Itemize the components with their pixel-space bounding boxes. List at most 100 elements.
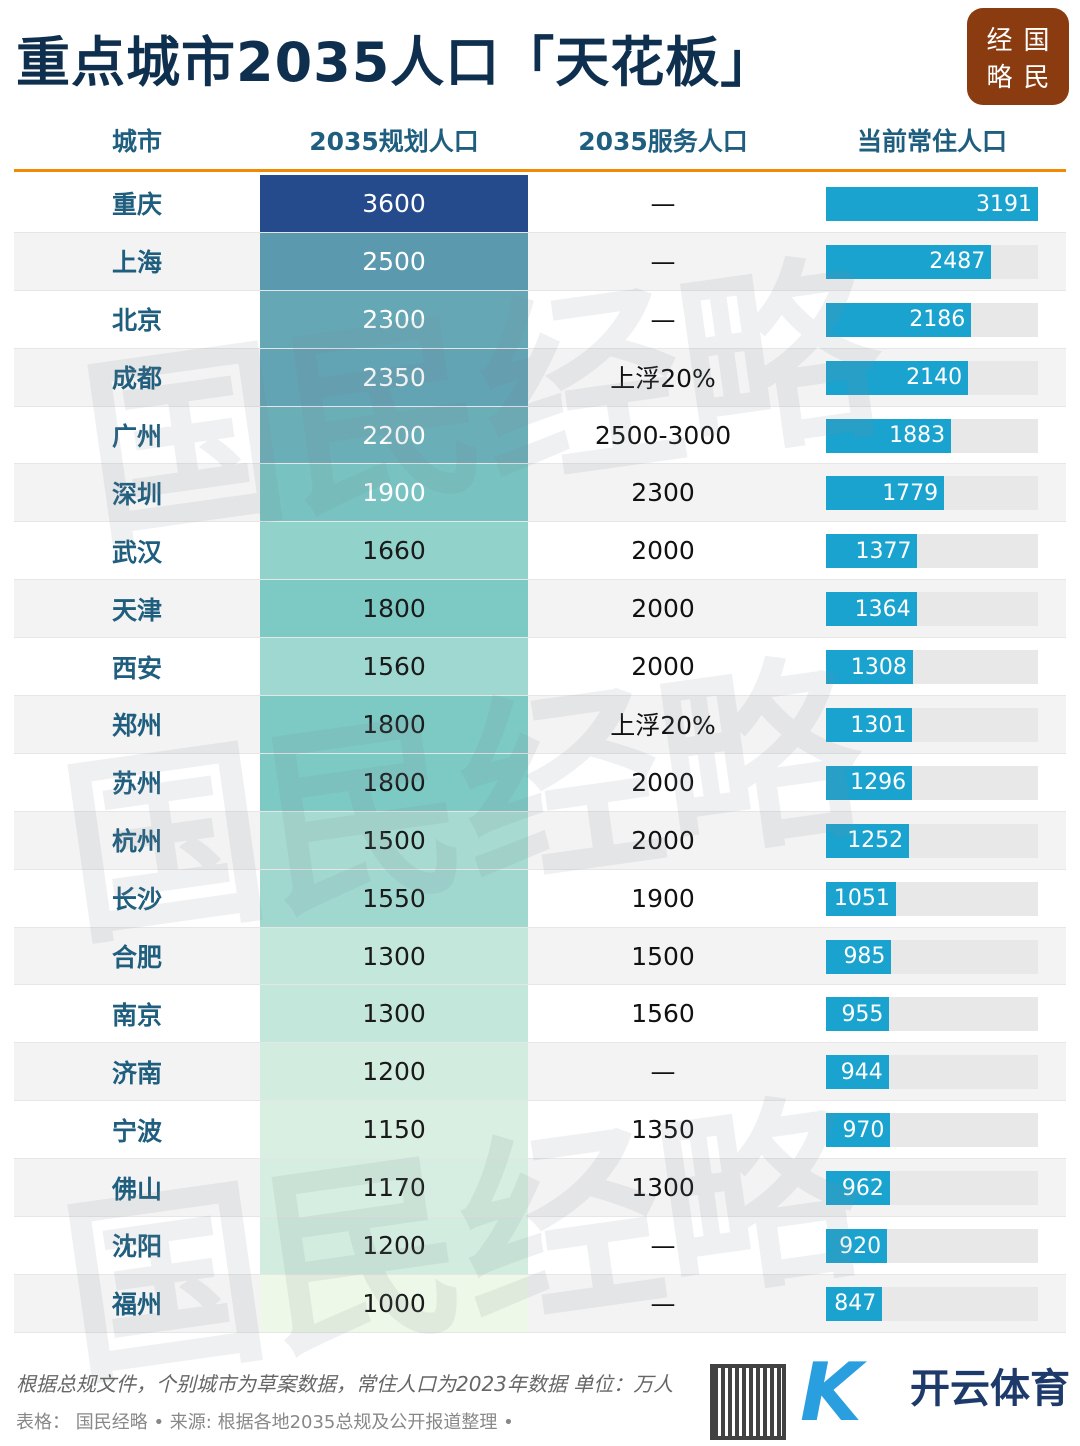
current-cell: 1779	[798, 464, 1066, 521]
table-body: 重庆 3600 — 3191 上海 2500 — 2487 北京 2300 — 2186 成都 2350 上…	[14, 175, 1066, 1333]
table-row: 广州 2200 2500-3000 1883	[14, 406, 1066, 465]
city-cell: 南京	[111, 1000, 162, 1030]
city-cell: 佛山	[111, 1174, 162, 1204]
current-cell: 2487	[798, 233, 1066, 290]
bar-track: 920	[826, 1229, 1038, 1264]
service-cell: 1300	[631, 1173, 695, 1203]
current-cell: 962	[798, 1159, 1066, 1216]
table-row: 成都 2350 上浮20% 2140	[14, 348, 1066, 407]
current-bar: 985	[826, 939, 892, 974]
service-cell: 上浮20%	[610, 711, 716, 741]
city-cell: 西安	[111, 653, 162, 683]
current-cell: 985	[798, 928, 1066, 985]
current-bar: 970	[826, 1113, 891, 1148]
plan-heatmap-cell: 2300	[260, 290, 528, 348]
table-row: 杭州 1500 2000 1252	[14, 811, 1066, 870]
current-bar: 2186	[826, 302, 972, 337]
footnote: 根据总规文件，个别城市为草案数据，常住人口为2023年数据 单位：万人	[16, 1372, 674, 1396]
brand-logo: K 开云体育	[800, 1346, 1075, 1442]
current-bar: 955	[826, 997, 890, 1032]
city-cell: 济南	[111, 1058, 162, 1088]
service-cell: 2000	[631, 594, 695, 624]
table-row: 福州 1000 — 847	[14, 1274, 1066, 1333]
brand-name: 开云体育	[910, 1366, 1070, 1412]
table-row: 合肥 1300 1500 985	[14, 927, 1066, 986]
current-cell: 970	[798, 1101, 1066, 1158]
city-cell: 北京	[111, 306, 162, 336]
current-bar: 847	[826, 1286, 883, 1321]
bar-track: 985	[826, 939, 1038, 974]
current-cell: 1301	[798, 696, 1066, 753]
current-cell: 2140	[798, 349, 1066, 406]
bar-track: 3191	[826, 187, 1038, 221]
current-cell: 1364	[798, 580, 1066, 637]
bar-track: 955	[826, 997, 1038, 1032]
service-cell: —	[650, 188, 676, 218]
bar-track: 944	[826, 1055, 1038, 1090]
bar-track: 2487	[826, 244, 1038, 279]
current-cell: 1308	[798, 638, 1066, 695]
header-current: 当前常住人口	[856, 126, 1007, 156]
current-cell: 1377	[798, 522, 1066, 579]
city-cell: 广州	[111, 422, 162, 451]
logo-char: 略	[986, 63, 1013, 93]
bar-track: 1308	[826, 650, 1038, 685]
current-bar: 962	[826, 1171, 890, 1206]
city-cell: 深圳	[111, 479, 162, 509]
service-cell: —	[650, 1288, 676, 1318]
plan-heatmap-cell: 1300	[260, 927, 528, 985]
current-bar: 944	[826, 1055, 889, 1090]
city-cell: 杭州	[111, 827, 162, 857]
city-cell: 郑州	[111, 711, 162, 741]
header-service: 2035服务人口	[578, 126, 748, 156]
current-bar: 1252	[826, 823, 910, 858]
logo-char: 民	[1023, 63, 1050, 93]
table-row: 重庆 3600 — 3191	[14, 175, 1066, 233]
current-bar: 2140	[826, 360, 969, 395]
service-cell: 1500	[631, 941, 695, 971]
plan-heatmap-cell: 1800	[260, 696, 528, 753]
current-cell: 1252	[798, 812, 1066, 869]
service-cell: —	[650, 1057, 676, 1087]
bar-track: 1296	[826, 765, 1038, 800]
service-cell: —	[650, 304, 676, 334]
header-plan: 2035规划人口	[309, 126, 479, 156]
table-row: 沈阳 1200 — 920	[14, 1217, 1066, 1275]
service-cell: 2300	[631, 478, 695, 508]
service-cell: 2000	[631, 767, 695, 797]
plan-heatmap-cell: 2200	[260, 406, 528, 464]
plan-heatmap-cell: 1900	[260, 464, 528, 522]
logo-char: 国	[1023, 26, 1050, 56]
table-row: 佛山 1170 1300 962	[14, 1159, 1066, 1218]
table-row: 深圳 1900 2300 1779	[14, 464, 1066, 523]
current-bar: 1364	[826, 592, 917, 627]
plan-heatmap-cell: 1560	[260, 638, 528, 696]
current-cell: 955	[798, 985, 1066, 1042]
service-cell: 1560	[631, 999, 695, 1029]
city-cell: 重庆	[111, 190, 162, 220]
logo-char: 经	[986, 26, 1013, 56]
plan-heatmap-cell: 3600	[260, 175, 528, 232]
table-row: 长沙 1550 1900 1051	[14, 869, 1066, 928]
service-cell: —	[650, 1230, 676, 1260]
bar-track: 2186	[826, 302, 1038, 337]
bar-track: 1364	[826, 592, 1038, 627]
plan-heatmap-cell: 1000	[260, 1274, 528, 1332]
plan-heatmap-cell: 1550	[260, 869, 528, 927]
current-bar: 1779	[826, 476, 945, 511]
bar-track: 1883	[826, 418, 1038, 453]
plan-heatmap-cell: 1150	[260, 1101, 528, 1159]
plan-heatmap-cell: 1660	[260, 522, 528, 580]
brand-seal-logo: 经 国 略 民	[967, 8, 1069, 105]
header-city: 城市	[111, 126, 162, 156]
current-cell: 1296	[798, 754, 1066, 811]
table-row: 南京 1300 1560 955	[14, 985, 1066, 1044]
table-row: 苏州 1800 2000 1296	[14, 753, 1066, 812]
current-bar: 1308	[826, 650, 913, 685]
service-cell: 上浮20%	[610, 364, 716, 394]
table-row: 宁波 1150 1350 970	[14, 1101, 1066, 1160]
plan-heatmap-cell: 1500	[260, 811, 528, 869]
city-cell: 天津	[111, 595, 162, 625]
plan-heatmap-cell: 1200	[260, 1217, 528, 1274]
table-row: 郑州 1800 上浮20% 1301	[14, 696, 1066, 754]
